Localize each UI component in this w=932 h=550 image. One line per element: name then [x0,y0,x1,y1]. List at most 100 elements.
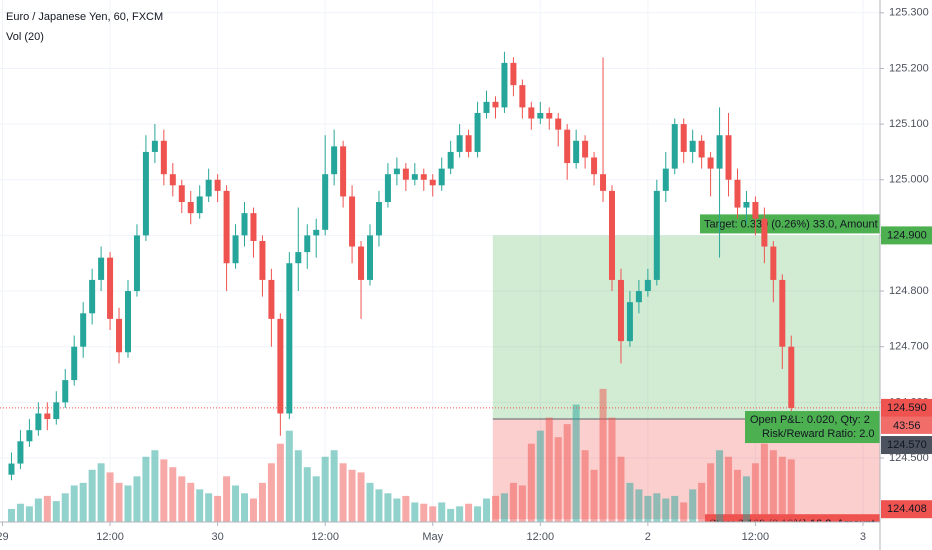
volume-bar [447,508,455,522]
x-tick-label: May [422,531,443,543]
volume-bar [124,485,132,522]
candle-body [26,430,33,442]
candle-body [44,413,51,420]
candle-body [609,190,616,280]
candle-body [555,118,562,130]
volume-bar [249,498,257,522]
volume-bar [671,495,679,522]
ratio-label: Risk/Reward Ratio: 2.0 [762,428,875,440]
volume-bar [205,493,213,522]
candle-body [429,179,436,186]
candle-body [483,101,490,113]
volume-bar [97,463,105,522]
volume-bar [321,456,329,522]
candle-body [411,174,418,180]
candle-body [241,213,248,236]
volume-bar [258,482,266,522]
volume-bar [384,493,392,522]
volume-bar [653,493,661,522]
volume-indicator: Vol (20) [6,31,44,43]
candle-body [438,168,445,186]
volume-bar [393,498,401,522]
pnl-box [745,411,880,444]
candle-body [35,413,42,431]
x-tick-label: 12:00 [527,531,555,543]
candle-body [662,168,669,191]
candle-body [107,257,114,319]
volume-bar [232,485,240,522]
candle-body [617,279,624,342]
candle-body [223,190,230,264]
candle-body [295,252,302,264]
volume-bar [115,482,123,522]
candle-body [205,179,212,197]
candle-body [124,291,131,353]
volume-bar [357,472,365,522]
candle-body [8,463,15,475]
volume-bar [169,467,177,522]
volume-bar [689,489,697,522]
volume-bar [70,485,78,522]
volume-bar [787,459,795,522]
candle-body [142,151,149,236]
candle-body [743,202,750,208]
target-label: Target: 0.330 (0.26%) 33.0, Amount [704,218,878,230]
volume-bar [196,489,204,522]
profit-zone [492,235,880,420]
x-tick-label: 30 [211,531,223,543]
candle-body [89,279,96,314]
volume-bar [733,469,741,522]
candle-body [537,112,544,119]
candle-body [635,291,642,303]
candle-body [725,135,732,180]
volume-bar [563,424,571,522]
y-tick-label: 124.800 [889,285,929,297]
target-label-box [700,214,880,234]
volume-bar [635,489,643,522]
candle-body [465,135,472,152]
volume-bar [590,469,598,522]
candle-body [564,129,571,164]
candle-body [178,185,185,203]
volume-bar [608,417,616,522]
last-price-label-box [881,398,932,417]
candle-body [510,62,517,86]
candle-body [653,190,660,280]
candle-body [286,263,293,414]
candle-body [375,202,382,236]
volume-bar [151,450,159,522]
candle-body [752,202,759,219]
candle-body [268,279,275,319]
volume-bar [375,489,383,522]
volume-bar [142,456,150,522]
volume-bar [25,506,33,522]
candle-body [644,279,651,292]
volume-bar [43,495,51,522]
volume-bar [527,443,535,522]
axes: 124.500124.600124.700124.800124.900125.0… [0,7,932,543]
volume-bar [662,498,670,522]
candle-body [447,151,454,169]
candle-body [116,318,123,353]
candle-body [519,85,526,108]
candle-body [313,229,320,236]
candle-body [600,174,607,191]
volume-bar [411,502,419,522]
candle-body [698,140,705,158]
volume-bar [760,443,768,522]
volume-bar [285,430,293,522]
volume-bar [518,485,526,522]
volume-bar [267,463,275,522]
candle-body [528,107,535,119]
volume-bar [79,482,87,522]
last-price-label: 124.590 [887,402,927,414]
candle-body [492,101,499,108]
volume-bar [223,476,231,522]
candle-body [456,135,463,152]
candle-body [761,218,768,247]
volume-bar [483,498,491,522]
volume-bar [420,503,428,522]
x-tick-label: 29 [0,531,9,543]
candle-body [402,168,409,180]
